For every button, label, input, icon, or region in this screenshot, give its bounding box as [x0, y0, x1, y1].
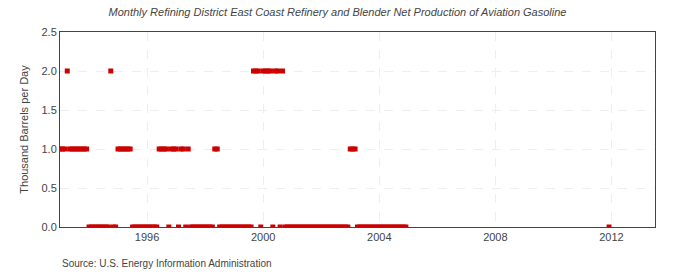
svg-text:2012: 2012: [599, 231, 623, 243]
svg-text:1.0: 1.0: [42, 143, 57, 155]
svg-text:2.0: 2.0: [42, 65, 57, 77]
svg-text:0.0: 0.0: [42, 221, 57, 233]
svg-text:0.5: 0.5: [42, 182, 57, 194]
svg-text:1996: 1996: [135, 231, 159, 243]
svg-text:2004: 2004: [367, 231, 391, 243]
svg-text:Monthly Refining District East: Monthly Refining District East Coast Ref…: [109, 6, 567, 18]
svg-text:2008: 2008: [483, 231, 507, 243]
svg-text:1.5: 1.5: [42, 104, 57, 116]
svg-text:2.5: 2.5: [42, 26, 57, 38]
svg-text:Thousand Barrels per Day: Thousand Barrels per Day: [18, 65, 30, 194]
svg-text:2000: 2000: [251, 231, 275, 243]
svg-text:Source: U.S. Energy Informatio: Source: U.S. Energy Information Administ…: [62, 258, 272, 269]
